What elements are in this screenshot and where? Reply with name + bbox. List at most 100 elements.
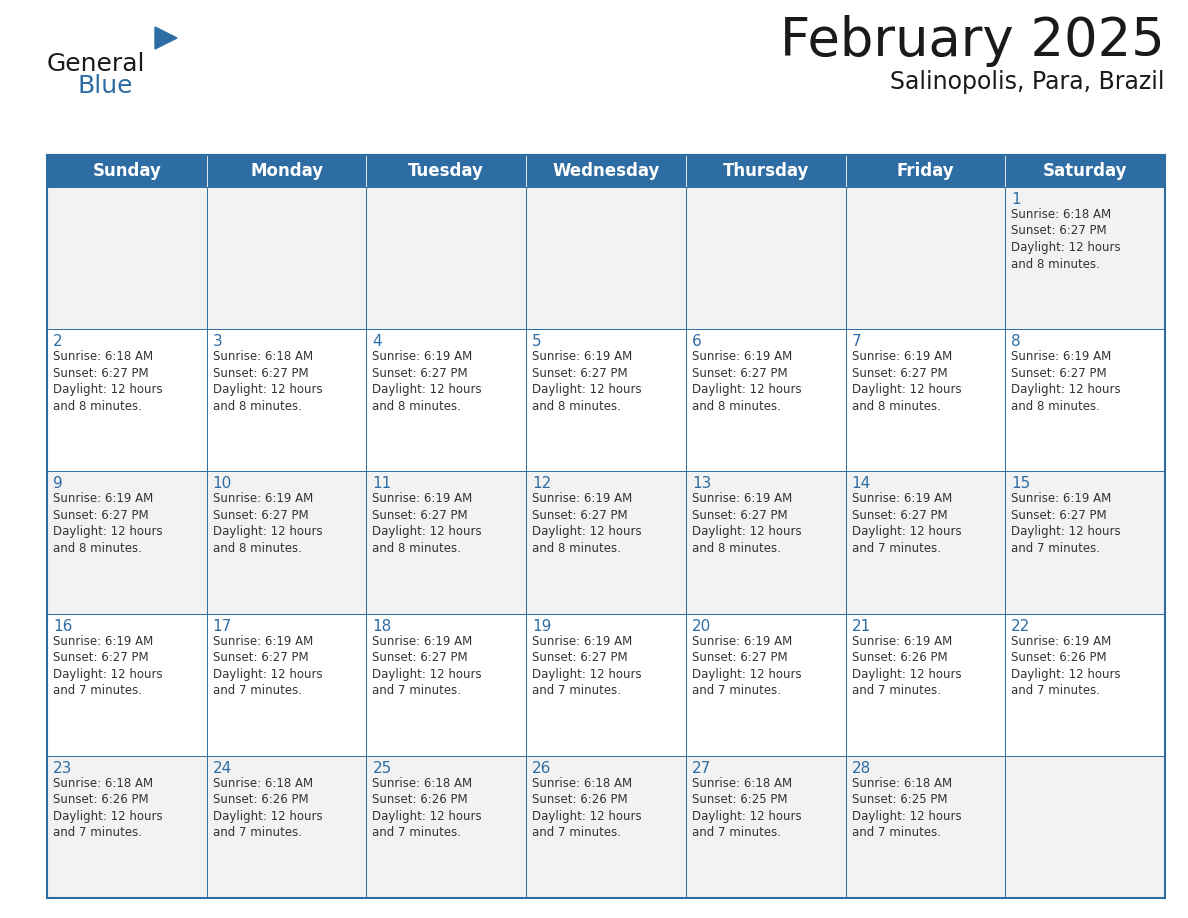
- Text: 24: 24: [213, 761, 232, 776]
- Text: 18: 18: [372, 619, 392, 633]
- Text: Sunrise: 6:19 AM
Sunset: 6:27 PM
Daylight: 12 hours
and 8 minutes.: Sunrise: 6:19 AM Sunset: 6:27 PM Dayligh…: [691, 350, 802, 413]
- Text: 22: 22: [1011, 619, 1030, 633]
- Text: Sunrise: 6:18 AM
Sunset: 6:27 PM
Daylight: 12 hours
and 8 minutes.: Sunrise: 6:18 AM Sunset: 6:27 PM Dayligh…: [1011, 208, 1121, 271]
- Text: Sunrise: 6:18 AM
Sunset: 6:26 PM
Daylight: 12 hours
and 7 minutes.: Sunrise: 6:18 AM Sunset: 6:26 PM Dayligh…: [372, 777, 482, 839]
- Text: Sunrise: 6:19 AM
Sunset: 6:27 PM
Daylight: 12 hours
and 8 minutes.: Sunrise: 6:19 AM Sunset: 6:27 PM Dayligh…: [372, 350, 482, 413]
- Text: 5: 5: [532, 334, 542, 349]
- Text: Sunrise: 6:19 AM
Sunset: 6:27 PM
Daylight: 12 hours
and 7 minutes.: Sunrise: 6:19 AM Sunset: 6:27 PM Dayligh…: [53, 634, 163, 697]
- Text: Sunrise: 6:19 AM
Sunset: 6:27 PM
Daylight: 12 hours
and 8 minutes.: Sunrise: 6:19 AM Sunset: 6:27 PM Dayligh…: [1011, 350, 1121, 413]
- Text: February 2025: February 2025: [781, 15, 1165, 67]
- Bar: [685, 330, 846, 472]
- Bar: [366, 756, 526, 898]
- Text: 15: 15: [1011, 476, 1030, 491]
- Bar: [48, 472, 207, 613]
- Bar: [366, 613, 526, 756]
- Text: Tuesday: Tuesday: [409, 162, 485, 180]
- Bar: [48, 330, 207, 472]
- Polygon shape: [154, 27, 177, 49]
- Bar: [207, 330, 366, 472]
- Text: Sunrise: 6:19 AM
Sunset: 6:27 PM
Daylight: 12 hours
and 7 minutes.: Sunrise: 6:19 AM Sunset: 6:27 PM Dayligh…: [532, 634, 642, 697]
- Text: 6: 6: [691, 334, 702, 349]
- Text: 25: 25: [372, 761, 392, 776]
- Text: 8: 8: [1011, 334, 1020, 349]
- Text: Sunrise: 6:19 AM
Sunset: 6:27 PM
Daylight: 12 hours
and 8 minutes.: Sunrise: 6:19 AM Sunset: 6:27 PM Dayligh…: [691, 492, 802, 554]
- Bar: [1005, 472, 1165, 613]
- Text: Friday: Friday: [897, 162, 954, 180]
- Text: Salinopolis, Para, Brazil: Salinopolis, Para, Brazil: [891, 70, 1165, 94]
- Bar: [48, 756, 207, 898]
- Text: Sunrise: 6:19 AM
Sunset: 6:26 PM
Daylight: 12 hours
and 7 minutes.: Sunrise: 6:19 AM Sunset: 6:26 PM Dayligh…: [852, 634, 961, 697]
- Text: Thursday: Thursday: [722, 162, 809, 180]
- Bar: [685, 613, 846, 756]
- Bar: [846, 330, 1005, 472]
- Bar: [685, 155, 846, 187]
- Text: Sunrise: 6:19 AM
Sunset: 6:27 PM
Daylight: 12 hours
and 8 minutes.: Sunrise: 6:19 AM Sunset: 6:27 PM Dayligh…: [532, 492, 642, 554]
- Bar: [1005, 187, 1165, 330]
- Text: Sunrise: 6:18 AM
Sunset: 6:27 PM
Daylight: 12 hours
and 8 minutes.: Sunrise: 6:18 AM Sunset: 6:27 PM Dayligh…: [213, 350, 322, 413]
- Text: Sunrise: 6:18 AM
Sunset: 6:25 PM
Daylight: 12 hours
and 7 minutes.: Sunrise: 6:18 AM Sunset: 6:25 PM Dayligh…: [691, 777, 802, 839]
- Bar: [366, 155, 526, 187]
- Bar: [526, 330, 685, 472]
- Text: Sunrise: 6:19 AM
Sunset: 6:27 PM
Daylight: 12 hours
and 8 minutes.: Sunrise: 6:19 AM Sunset: 6:27 PM Dayligh…: [532, 350, 642, 413]
- Bar: [685, 472, 846, 613]
- Text: Sunrise: 6:19 AM
Sunset: 6:27 PM
Daylight: 12 hours
and 7 minutes.: Sunrise: 6:19 AM Sunset: 6:27 PM Dayligh…: [691, 634, 802, 697]
- Text: Sunrise: 6:19 AM
Sunset: 6:27 PM
Daylight: 12 hours
and 7 minutes.: Sunrise: 6:19 AM Sunset: 6:27 PM Dayligh…: [1011, 492, 1121, 554]
- Text: Blue: Blue: [77, 74, 133, 98]
- Text: Sunrise: 6:19 AM
Sunset: 6:27 PM
Daylight: 12 hours
and 7 minutes.: Sunrise: 6:19 AM Sunset: 6:27 PM Dayligh…: [852, 492, 961, 554]
- Bar: [526, 187, 685, 330]
- Bar: [685, 187, 846, 330]
- Bar: [207, 756, 366, 898]
- Text: Sunrise: 6:18 AM
Sunset: 6:26 PM
Daylight: 12 hours
and 7 minutes.: Sunrise: 6:18 AM Sunset: 6:26 PM Dayligh…: [532, 777, 642, 839]
- Text: 4: 4: [372, 334, 383, 349]
- Bar: [1005, 613, 1165, 756]
- Text: Sunrise: 6:18 AM
Sunset: 6:26 PM
Daylight: 12 hours
and 7 minutes.: Sunrise: 6:18 AM Sunset: 6:26 PM Dayligh…: [53, 777, 163, 839]
- Bar: [1005, 330, 1165, 472]
- Bar: [48, 187, 207, 330]
- Bar: [846, 613, 1005, 756]
- Bar: [526, 155, 685, 187]
- Text: 9: 9: [53, 476, 63, 491]
- Text: 17: 17: [213, 619, 232, 633]
- Bar: [846, 472, 1005, 613]
- Bar: [207, 472, 366, 613]
- Text: 2: 2: [53, 334, 63, 349]
- Text: Sunrise: 6:19 AM
Sunset: 6:26 PM
Daylight: 12 hours
and 7 minutes.: Sunrise: 6:19 AM Sunset: 6:26 PM Dayligh…: [1011, 634, 1121, 697]
- Bar: [366, 187, 526, 330]
- Text: Sunrise: 6:19 AM
Sunset: 6:27 PM
Daylight: 12 hours
and 7 minutes.: Sunrise: 6:19 AM Sunset: 6:27 PM Dayligh…: [372, 634, 482, 697]
- Text: 7: 7: [852, 334, 861, 349]
- Bar: [366, 472, 526, 613]
- Bar: [526, 472, 685, 613]
- Bar: [48, 613, 207, 756]
- Bar: [48, 155, 1165, 898]
- Text: Sunrise: 6:18 AM
Sunset: 6:26 PM
Daylight: 12 hours
and 7 minutes.: Sunrise: 6:18 AM Sunset: 6:26 PM Dayligh…: [213, 777, 322, 839]
- Text: Sunrise: 6:19 AM
Sunset: 6:27 PM
Daylight: 12 hours
and 8 minutes.: Sunrise: 6:19 AM Sunset: 6:27 PM Dayligh…: [213, 492, 322, 554]
- Text: 14: 14: [852, 476, 871, 491]
- Text: 19: 19: [532, 619, 551, 633]
- Text: 20: 20: [691, 619, 712, 633]
- Bar: [526, 613, 685, 756]
- Text: 27: 27: [691, 761, 712, 776]
- Text: Sunrise: 6:18 AM
Sunset: 6:27 PM
Daylight: 12 hours
and 8 minutes.: Sunrise: 6:18 AM Sunset: 6:27 PM Dayligh…: [53, 350, 163, 413]
- Text: Sunrise: 6:19 AM
Sunset: 6:27 PM
Daylight: 12 hours
and 7 minutes.: Sunrise: 6:19 AM Sunset: 6:27 PM Dayligh…: [213, 634, 322, 697]
- Bar: [207, 613, 366, 756]
- Text: 13: 13: [691, 476, 712, 491]
- Text: General: General: [48, 52, 145, 76]
- Text: 16: 16: [53, 619, 72, 633]
- Bar: [1005, 756, 1165, 898]
- Bar: [366, 330, 526, 472]
- Text: 3: 3: [213, 334, 222, 349]
- Text: Sunrise: 6:19 AM
Sunset: 6:27 PM
Daylight: 12 hours
and 8 minutes.: Sunrise: 6:19 AM Sunset: 6:27 PM Dayligh…: [372, 492, 482, 554]
- Bar: [1005, 155, 1165, 187]
- Text: Sunrise: 6:19 AM
Sunset: 6:27 PM
Daylight: 12 hours
and 8 minutes.: Sunrise: 6:19 AM Sunset: 6:27 PM Dayligh…: [53, 492, 163, 554]
- Bar: [846, 187, 1005, 330]
- Text: 10: 10: [213, 476, 232, 491]
- Text: 26: 26: [532, 761, 551, 776]
- Text: Wednesday: Wednesday: [552, 162, 659, 180]
- Bar: [846, 155, 1005, 187]
- Text: 12: 12: [532, 476, 551, 491]
- Text: Sunrise: 6:19 AM
Sunset: 6:27 PM
Daylight: 12 hours
and 8 minutes.: Sunrise: 6:19 AM Sunset: 6:27 PM Dayligh…: [852, 350, 961, 413]
- Bar: [207, 187, 366, 330]
- Text: Monday: Monday: [249, 162, 323, 180]
- Text: Sunday: Sunday: [93, 162, 162, 180]
- Bar: [48, 155, 207, 187]
